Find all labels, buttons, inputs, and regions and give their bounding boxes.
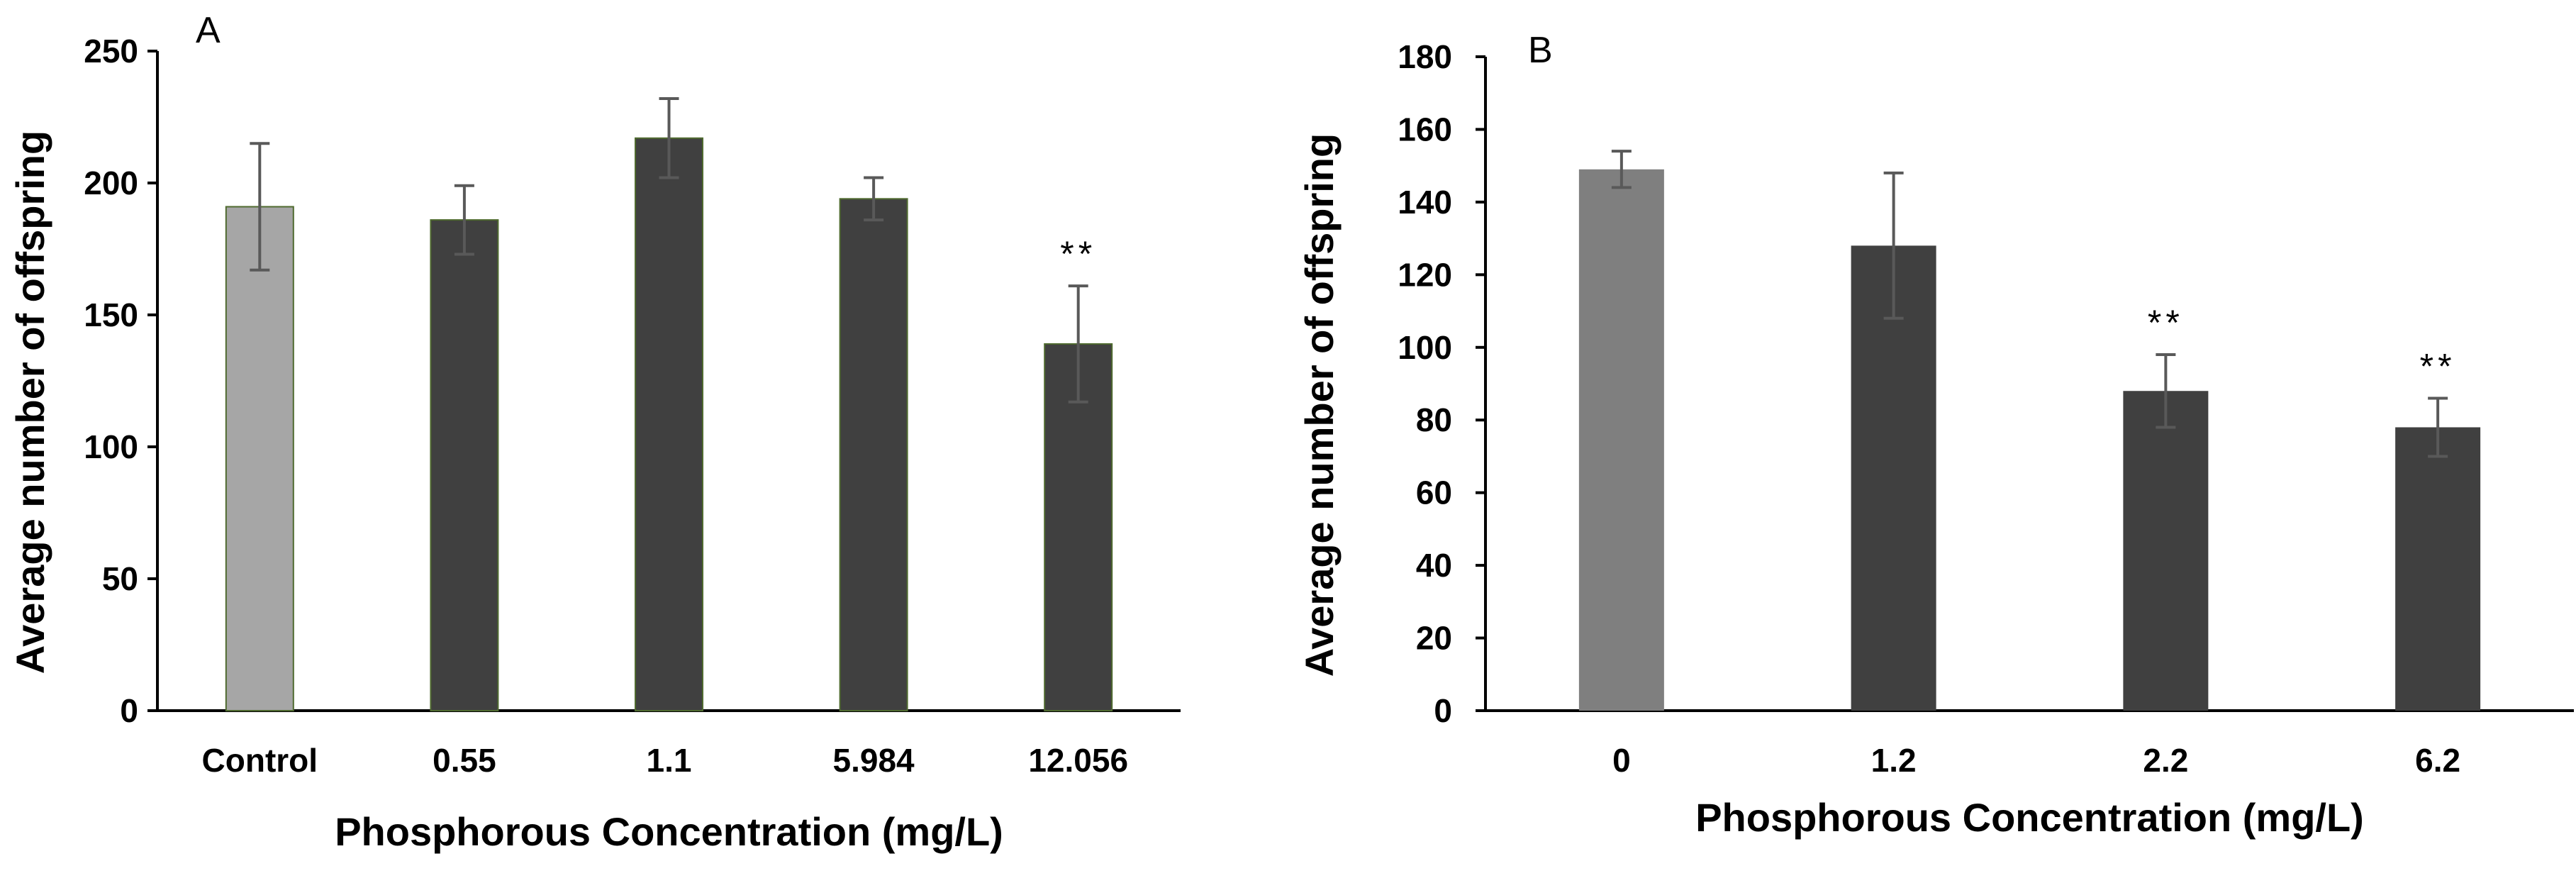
y-tick-label: 160 — [1398, 111, 1452, 148]
chart-b: 0 20 40 60 80 100 120 140 160 180 0 1.2 ** 2.2 ** 6.2 Ph… — [1297, 30, 2574, 840]
y-tick-label: 80 — [1416, 401, 1452, 438]
y-tick-label: 150 — [84, 296, 138, 333]
significance-marker: ** — [2148, 303, 2184, 343]
y-tick-label: 200 — [84, 165, 138, 201]
x-tick-label: 6.2 — [2415, 742, 2460, 779]
y-axis-title: Average number of offspring — [1297, 133, 1342, 677]
panel-label: A — [196, 10, 221, 51]
y-tick-label: 50 — [102, 560, 138, 597]
bar-12.056 — [1044, 343, 1113, 712]
y-tick-label: 0 — [1434, 692, 1452, 729]
x-axis-title: Phosphorous Concentration (mg/L) — [335, 809, 1003, 854]
y-tick-label: 20 — [1416, 620, 1452, 657]
y-tick-label: 140 — [1398, 184, 1452, 221]
bar-6.2 — [2395, 427, 2481, 711]
y-tick-label: 40 — [1416, 547, 1452, 584]
x-tick-label: 1.2 — [1871, 742, 1917, 779]
bar-Control — [225, 206, 294, 712]
significance-marker: ** — [2420, 346, 2456, 386]
x-tick-label: 0.55 — [433, 742, 496, 779]
y-tick-label: 250 — [84, 33, 138, 70]
x-tick-label: 2.2 — [2143, 742, 2188, 779]
bar-1.2 — [1851, 245, 1936, 711]
y-tick-label: 100 — [1398, 329, 1452, 366]
bar-1.1 — [635, 137, 703, 711]
x-axis-title: Phosphorous Concentration (mg/L) — [1695, 795, 2364, 840]
y-tick-label: 100 — [84, 428, 138, 465]
bar-5.984 — [839, 198, 908, 711]
y-axis-title: Average number of offspring — [8, 130, 52, 674]
x-tick-label: Control — [202, 742, 318, 779]
bar-0.55 — [430, 219, 499, 711]
x-tick-label: 5.984 — [833, 742, 915, 779]
significance-marker: ** — [1060, 234, 1096, 274]
chart-a: 0 50 100 150 200 250 Control 0.55 1.1 5.984 ** 12.0… — [8, 10, 1181, 854]
y-tick-label: 0 — [120, 692, 138, 729]
bar-2.2 — [2123, 391, 2209, 711]
y-tick-label: 120 — [1398, 256, 1452, 293]
x-tick-label: 0 — [1612, 742, 1631, 779]
x-tick-label: 1.1 — [647, 742, 692, 779]
y-tick-label: 60 — [1416, 474, 1452, 511]
x-tick-label: 12.056 — [1028, 742, 1128, 779]
panel-label: B — [1528, 30, 1553, 71]
bar-0 — [1578, 169, 1664, 711]
y-tick-label: 180 — [1398, 38, 1452, 75]
